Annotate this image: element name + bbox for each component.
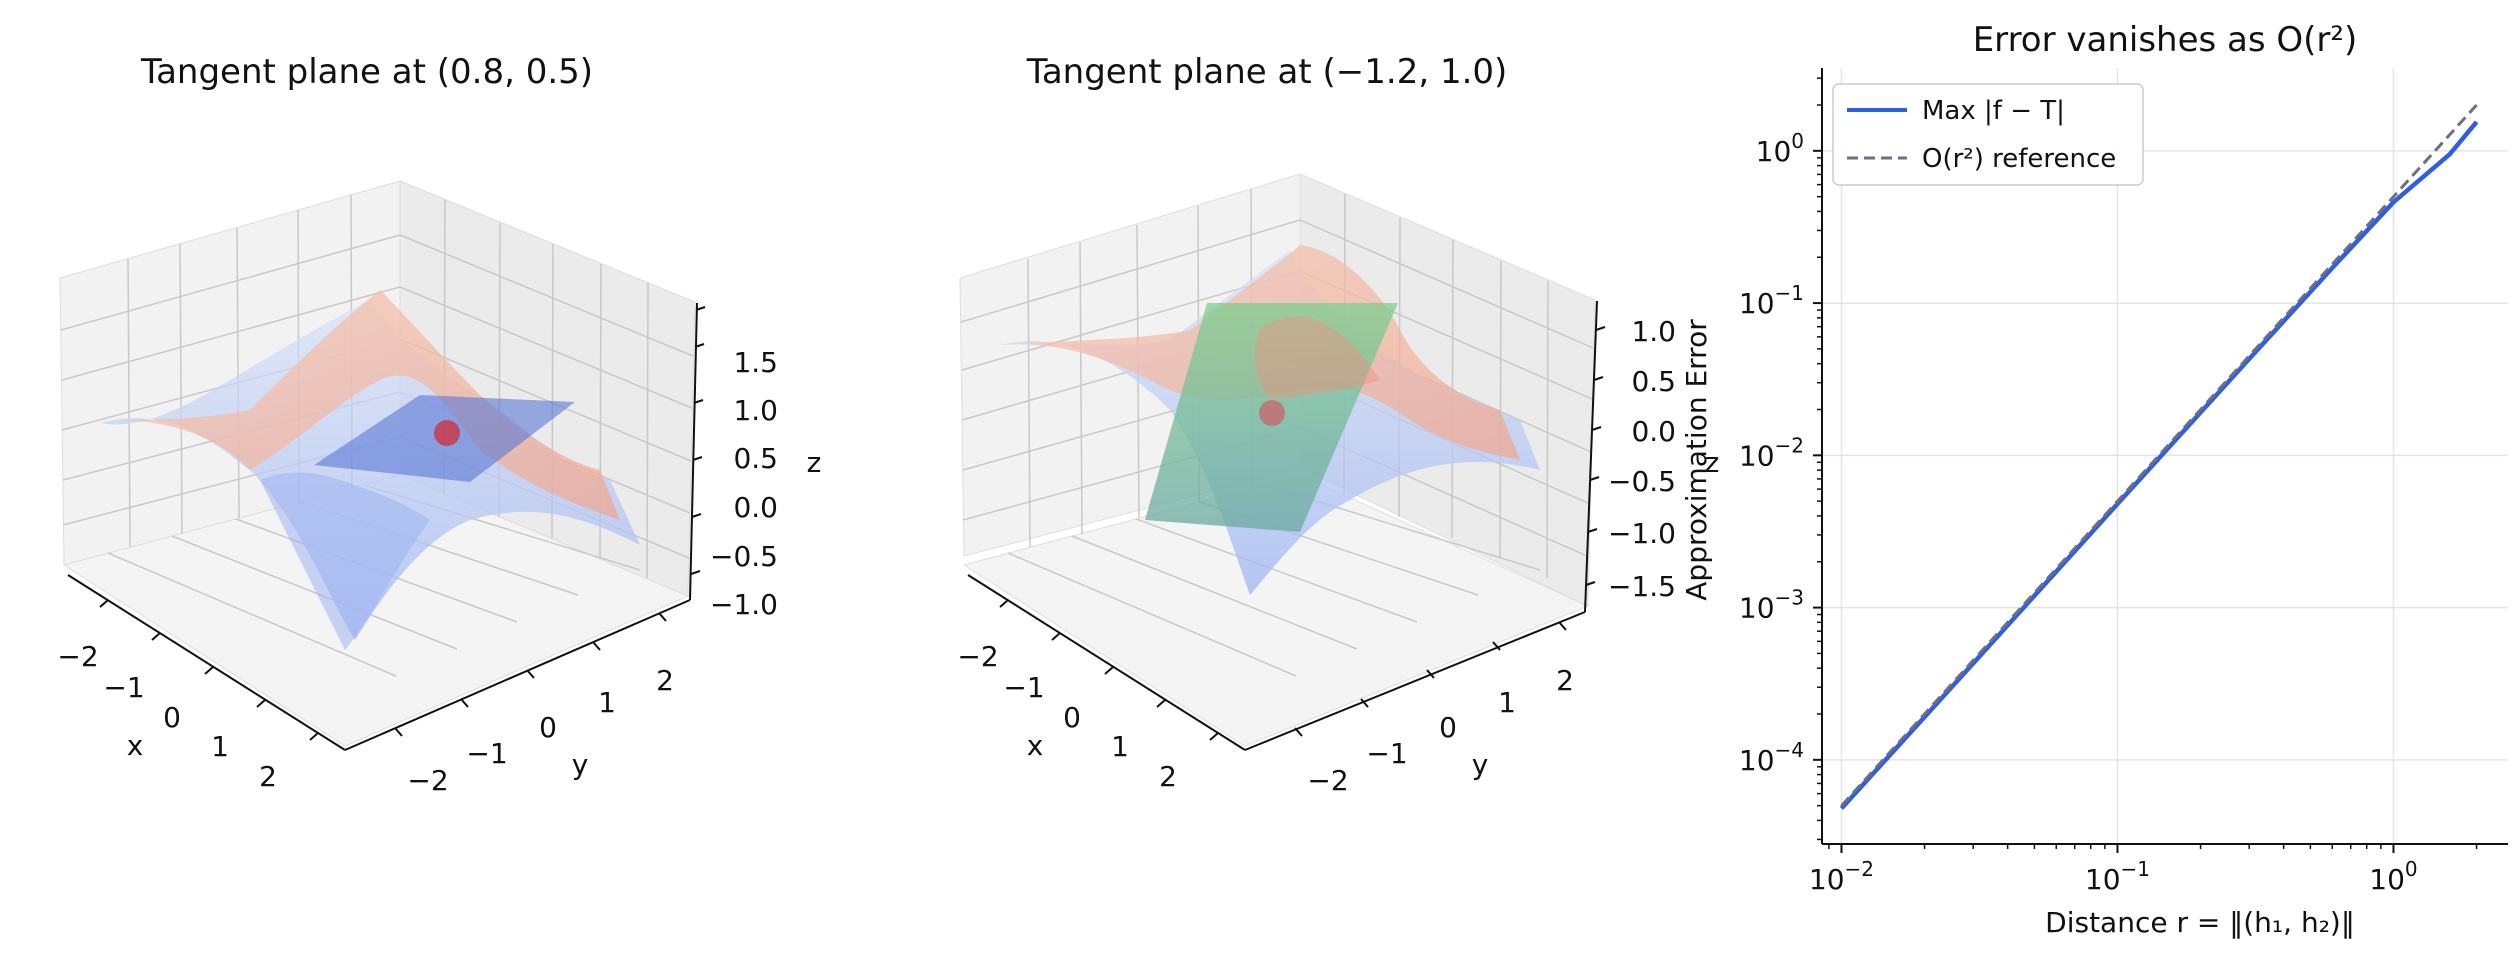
- panel-1-axes: [67, 302, 698, 751]
- panel-3-series: [1839, 103, 2479, 810]
- y-tick-base: 10: [1739, 439, 1775, 472]
- panel-1-ztick: 1.5: [733, 346, 778, 379]
- panel-3-legend: Max |f − T| O(r²) reference: [1832, 83, 2144, 186]
- panel-1-ytick: 0: [539, 711, 557, 744]
- x-tick-label: 100: [2369, 857, 2417, 896]
- x-tick-label: 10−2: [1809, 857, 1874, 896]
- panel-1-yticks: −2 −1 0 1 2: [407, 664, 674, 797]
- panel-1-ylabel: y: [572, 748, 589, 781]
- panel-3: Error vanishes as O(r²) 10−2 10−1 10010−41…: [1680, 20, 2508, 939]
- panel-2-zticks: −1.5 −1.0 −0.5 0.0 0.5 1.0: [1608, 315, 1676, 603]
- panel-1-ytick: −1: [466, 737, 507, 770]
- panel-2-xtick: 2: [1159, 760, 1177, 793]
- x-tick-label: 10−1: [2085, 857, 2150, 896]
- panel-2-ytick: −2: [1307, 764, 1348, 797]
- panel-3-title-text: Error vanishes as O(r²): [1973, 20, 2358, 60]
- y-tick-base: 10: [1739, 744, 1775, 777]
- panel-1-zticks: −1.0 −0.5 0.0 0.5 1.0 1.5: [710, 346, 778, 621]
- y-tick-exponent: −4: [1775, 738, 1804, 762]
- panel-1-ztick: 0.5: [733, 442, 778, 475]
- y-tick-exponent: −3: [1775, 586, 1804, 610]
- y-tick-label: 10−1: [1739, 281, 1804, 320]
- y-tick-exponent: 0: [1791, 129, 1804, 153]
- panel-2-ztick: 0.5: [1631, 365, 1676, 398]
- panel-1-xtick: 1: [211, 730, 229, 763]
- panel-3-title: Error vanishes as O(r²): [1973, 20, 2358, 60]
- panel-2-xtick: 0: [1063, 701, 1081, 734]
- panel-1-xlabel: x: [127, 729, 144, 762]
- panel-2-tangent-point: [1259, 400, 1285, 426]
- panel-1-tick-marks: [99, 306, 706, 741]
- panel-3-ylabel: Approximation Error: [1680, 319, 1713, 601]
- y-tick-label: 10−3: [1739, 586, 1804, 625]
- panel-2-ztick: −1.0: [1608, 517, 1676, 550]
- y-tick-label: 10−2: [1739, 433, 1804, 472]
- x-tick-base: 10: [2369, 863, 2405, 896]
- panel-2-xtick: −1: [1003, 671, 1044, 704]
- panel-1-ztick: 0.0: [733, 491, 778, 524]
- panel-2-xtick: 1: [1111, 730, 1129, 763]
- panel-2-yticks: −2 −1 0 1 2: [1307, 664, 1574, 797]
- x-tick-exponent: −1: [2121, 857, 2150, 881]
- panel-1-xtick: −2: [57, 640, 98, 673]
- panel-1-xtick: −1: [103, 671, 144, 704]
- panel-1-xtick: 0: [163, 701, 181, 734]
- panel-1-xtick: 2: [259, 760, 277, 793]
- y-tick-base: 10: [1739, 287, 1775, 320]
- panel-2-zlabel: z: [1705, 446, 1720, 479]
- legend-label-series-1: Max |f − T|: [1922, 96, 2065, 126]
- y-tick-base: 10: [1739, 592, 1775, 625]
- panel-2-xtick: −2: [957, 640, 998, 673]
- series-line-1: [1839, 120, 2479, 810]
- legend-label-series-2: O(r²) reference: [1922, 144, 2116, 174]
- y-tick-label: 100: [1756, 129, 1804, 168]
- panel-1-zlabel: z: [807, 446, 822, 479]
- panel-1-ytick: −2: [407, 764, 448, 797]
- panel-1-tangent-point: [434, 420, 460, 446]
- legend-frame: [1832, 83, 2144, 186]
- panel-1-ztick: 1.0: [733, 394, 778, 427]
- panel-2-xlabel: x: [1027, 729, 1044, 762]
- x-tick-exponent: −2: [1845, 857, 1874, 881]
- panel-1: Tangent plane at (0.8, 0.5): [57, 52, 821, 797]
- x-tick-base: 10: [1809, 863, 1845, 896]
- panel-2-ytick: 2: [1556, 664, 1574, 697]
- panel-2-ylabel: y: [1472, 748, 1489, 781]
- y-tick-label: 10−4: [1739, 738, 1804, 777]
- y-tick-exponent: −1: [1775, 281, 1804, 305]
- series-line-2: [1840, 103, 2478, 807]
- panel-1-ytick: 1: [598, 686, 616, 719]
- panel-3-xlabel: Distance r = ‖(h₁, h₂)‖: [2045, 906, 2355, 939]
- panel-2-ytick: −1: [1366, 737, 1407, 770]
- panel-2-ztick: 1.0: [1631, 315, 1676, 348]
- panel-1-ytick: 2: [656, 664, 674, 697]
- y-tick-base: 10: [1756, 135, 1792, 168]
- y-tick-exponent: −2: [1775, 433, 1804, 457]
- panel-2-tick-marks: [999, 326, 1606, 741]
- panel-1-xticks: −2 −1 0 1 2: [57, 640, 277, 793]
- panel-1-ztick: −1.0: [710, 588, 778, 621]
- panel-2-title: Tangent plane at (−1.2, 1.0): [1026, 52, 1508, 92]
- x-tick-exponent: 0: [2405, 857, 2418, 881]
- panel-1-ztick: −0.5: [710, 540, 778, 573]
- panel-2-ztick: −1.5: [1608, 570, 1676, 603]
- panel-2-ytick: 0: [1439, 711, 1457, 744]
- panel-2: Tangent plane at (−1.2, 1.0): [957, 52, 1719, 797]
- panel-2-ztick: −0.5: [1608, 465, 1676, 498]
- panel-2-axes: [967, 300, 1598, 751]
- x-tick-base: 10: [2085, 863, 2121, 896]
- panel-2-ytick: 1: [1498, 686, 1516, 719]
- panel-1-title: Tangent plane at (0.8, 0.5): [140, 52, 593, 92]
- panel-2-xticks: −2 −1 0 1 2: [957, 640, 1177, 793]
- panel-2-ztick: 0.0: [1631, 415, 1676, 448]
- panel-2-surface-overlay: [1254, 316, 1380, 400]
